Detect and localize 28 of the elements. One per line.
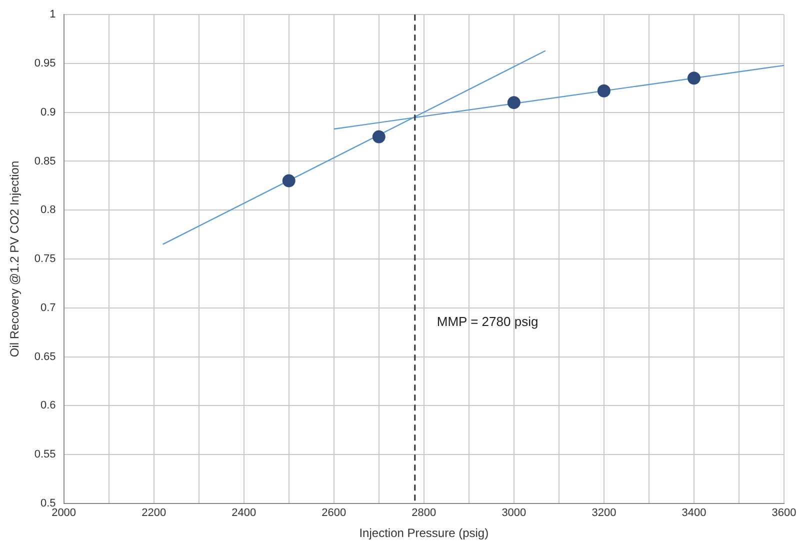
y-tick-label: 0.55 <box>34 448 56 461</box>
annotation: MMP = 2780 psig <box>436 314 538 330</box>
x-tick-label: 2000 <box>52 507 76 520</box>
y-tick-label: 0.8 <box>40 204 56 216</box>
y-tick-label: 0.7 <box>40 302 56 314</box>
y-tick-label: 0.6 <box>40 400 56 412</box>
x-axis-title: Injection Pressure (psig) <box>359 526 489 540</box>
point <box>597 84 610 98</box>
x-tick-label: 3200 <box>592 507 616 520</box>
y-tick-label: 0.9 <box>40 106 56 118</box>
x-tick-label: 3400 <box>682 507 706 520</box>
point <box>282 174 296 188</box>
x-tick-label: 2400 <box>232 507 256 520</box>
x-tick-label: 2200 <box>142 507 166 520</box>
x-tick-label: 3600 <box>772 507 796 520</box>
y-tick-label: 0.85 <box>34 155 56 168</box>
x-tick-label: 3000 <box>502 507 526 520</box>
y-tick-label: 0.95 <box>34 58 56 70</box>
x-tick-label: 2800 <box>412 507 436 520</box>
y-tick-label: 1 <box>50 8 56 21</box>
point <box>372 130 386 144</box>
point <box>687 72 700 85</box>
y-tick-label: 0.75 <box>34 253 56 266</box>
x-tick-label: 2600 <box>322 507 346 520</box>
y-tick-label: 0.5 <box>40 497 56 510</box>
point <box>507 96 520 110</box>
y-axis-title: Oil Recovery @1.2 PV CO2 Injection <box>8 160 22 358</box>
y-tick-label: 0.65 <box>34 350 56 363</box>
